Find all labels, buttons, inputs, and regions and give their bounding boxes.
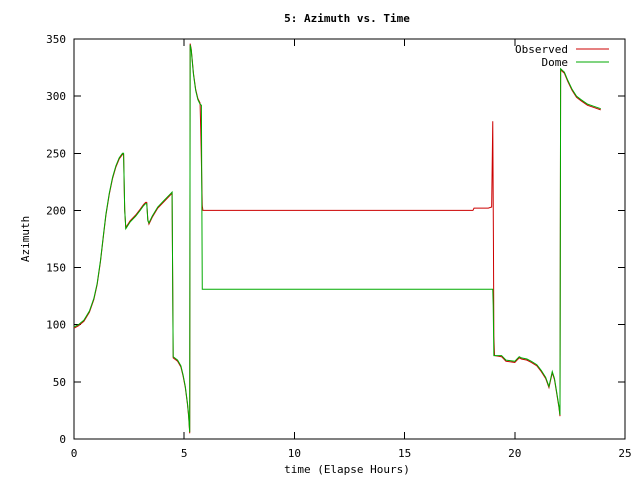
y-tick-label: 150 (46, 262, 66, 275)
y-tick-label: 100 (46, 319, 66, 332)
legend-label-dome: Dome (542, 56, 569, 69)
x-axis-label: time (Elapse Hours) (284, 463, 410, 476)
y-tick-label: 0 (59, 433, 66, 446)
x-tick-label: 15 (398, 447, 411, 460)
x-tick-label: 10 (288, 447, 301, 460)
y-tick-label: 200 (46, 204, 66, 217)
x-tick-label: 5 (181, 447, 188, 460)
series-layer (73, 43, 601, 434)
y-tick-label: 50 (53, 376, 66, 389)
series-line-observed (73, 43, 601, 434)
x-tick-label: 0 (71, 447, 78, 460)
x-axis: 0 5 10 15 20 25 (71, 39, 632, 460)
x-tick-label: 25 (618, 447, 631, 460)
y-axis: 0 50 100 150 200 250 300 350 (46, 33, 625, 446)
x-tick-label: 20 (508, 447, 521, 460)
y-tick-label: 250 (46, 147, 66, 160)
plot-area (73, 38, 626, 440)
y-tick-label: 350 (46, 33, 66, 46)
legend-label-observed: Observed (515, 43, 568, 56)
y-axis-label: Azimuth (19, 216, 32, 262)
y-tick-label: 300 (46, 90, 66, 103)
chart-title: 5: Azimuth vs. Time (284, 12, 410, 25)
plot-border (73, 38, 626, 440)
series-line-dome (73, 44, 601, 433)
